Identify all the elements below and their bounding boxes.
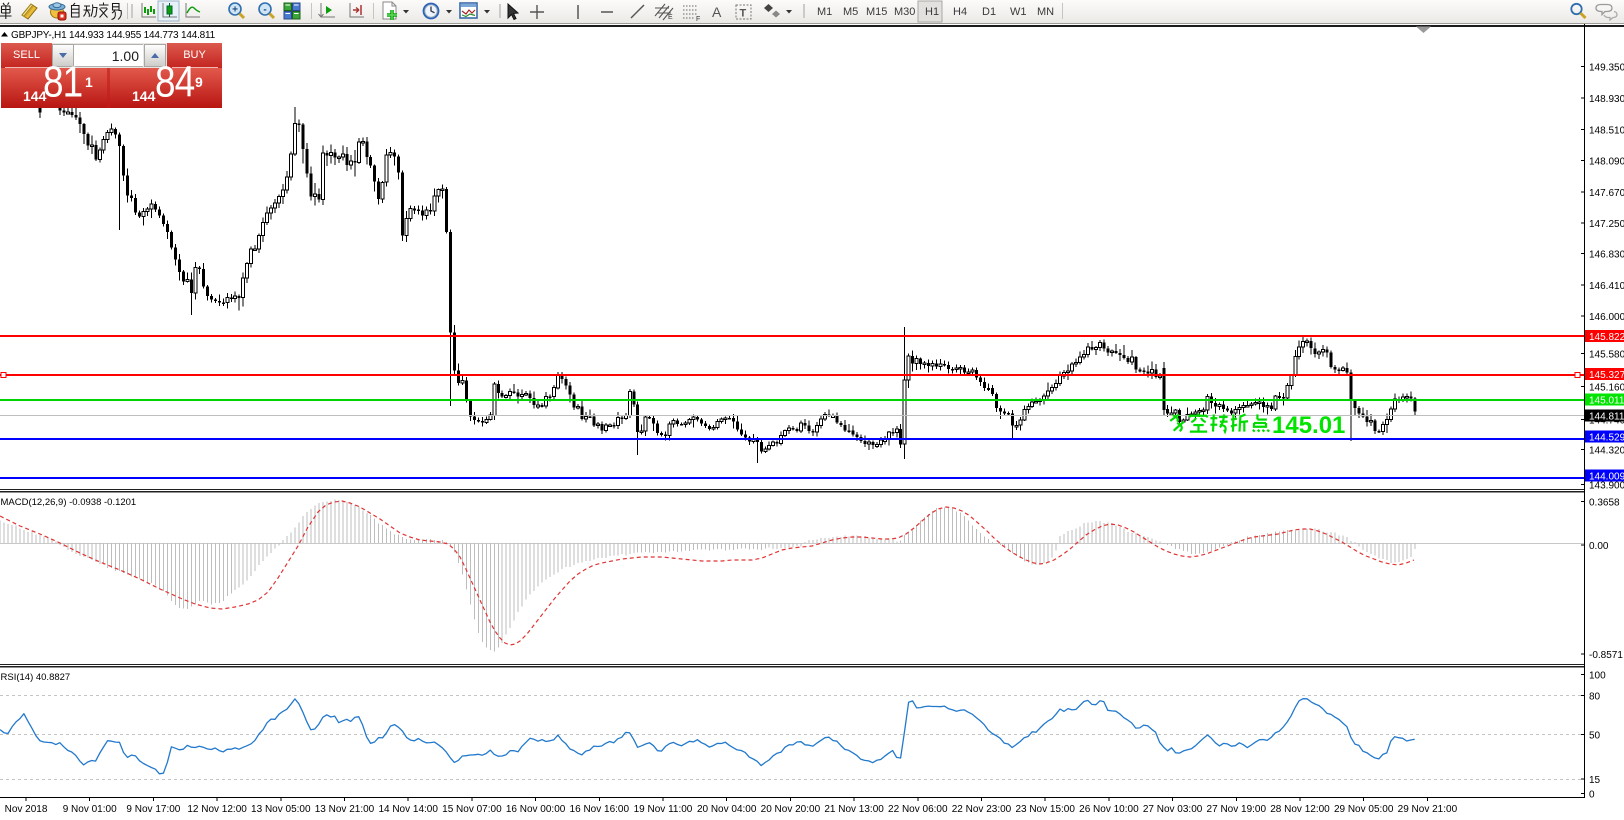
svg-text:-0.8571: -0.8571 xyxy=(1589,650,1623,661)
svg-text:0.00: 0.00 xyxy=(1589,541,1609,552)
svg-text:144.811: 144.811 xyxy=(1589,412,1624,423)
svg-text:100: 100 xyxy=(1589,671,1606,682)
svg-text:145.580: 145.580 xyxy=(1589,350,1624,361)
svg-text:146.830: 146.830 xyxy=(1589,250,1624,261)
svg-text:80: 80 xyxy=(1589,692,1601,703)
svg-text:H1: H1 xyxy=(925,6,939,18)
svg-text:14 Nov 14:00: 14 Nov 14:00 xyxy=(378,804,438,815)
svg-text:0: 0 xyxy=(1589,790,1595,801)
svg-text:50: 50 xyxy=(1589,731,1601,742)
svg-text:149.350: 149.350 xyxy=(1589,62,1624,73)
svg-text:MN: MN xyxy=(1037,6,1054,18)
svg-text:GBPJPY-,H1 144.933 144.955 14: GBPJPY-,H1 144.933 144.955 144.773 144.8… xyxy=(11,30,216,41)
svg-text:27 Nov 03:00: 27 Nov 03:00 xyxy=(1143,804,1203,815)
svg-text:28 Nov 12:00: 28 Nov 12:00 xyxy=(1270,804,1330,815)
svg-text:MACD(12,26,9) -0.0938 -0.1201: MACD(12,26,9) -0.0938 -0.1201 xyxy=(1,497,137,508)
svg-text:+: + xyxy=(232,5,238,16)
svg-text:M1: M1 xyxy=(817,6,832,18)
svg-text:145.011: 145.011 xyxy=(1589,396,1624,407)
svg-text:13 Nov 05:00: 13 Nov 05:00 xyxy=(251,804,311,815)
svg-text:22 Nov 06:00: 22 Nov 06:00 xyxy=(888,804,948,815)
svg-text:23 Nov 15:00: 23 Nov 15:00 xyxy=(1015,804,1075,815)
svg-text:15: 15 xyxy=(1589,775,1601,786)
svg-text:16 Nov 00:00: 16 Nov 00:00 xyxy=(506,804,566,815)
svg-text:T: T xyxy=(740,8,747,20)
svg-text:21 Nov 13:00: 21 Nov 13:00 xyxy=(824,804,884,815)
svg-text:15 Nov 07:00: 15 Nov 07:00 xyxy=(442,804,502,815)
svg-text:H4: H4 xyxy=(953,6,967,18)
svg-text:12 Nov 12:00: 12 Nov 12:00 xyxy=(187,804,247,815)
svg-text:145.160: 145.160 xyxy=(1589,383,1624,394)
svg-text:0.3658: 0.3658 xyxy=(1589,498,1620,509)
svg-text:16 Nov 16:00: 16 Nov 16:00 xyxy=(570,804,630,815)
svg-text:145.327: 145.327 xyxy=(1589,370,1624,381)
svg-text:9 Nov 17:00: 9 Nov 17:00 xyxy=(126,804,180,815)
svg-text:144.529: 144.529 xyxy=(1589,433,1624,444)
svg-text:143.900: 143.900 xyxy=(1589,481,1624,492)
svg-text:D1: D1 xyxy=(982,6,996,18)
svg-text:27 Nov 19:00: 27 Nov 19:00 xyxy=(1207,804,1267,815)
svg-text:144.009: 144.009 xyxy=(1589,472,1624,483)
svg-text:29 Nov 05:00: 29 Nov 05:00 xyxy=(1334,804,1394,815)
svg-text:145.01: 145.01 xyxy=(1272,412,1345,439)
svg-text:29 Nov 21:00: 29 Nov 21:00 xyxy=(1398,804,1458,815)
svg-text:148.510: 148.510 xyxy=(1589,125,1624,136)
svg-text:20 Nov 20:00: 20 Nov 20:00 xyxy=(761,804,821,815)
svg-text:147.250: 147.250 xyxy=(1589,219,1624,230)
svg-text:M15: M15 xyxy=(866,6,887,18)
svg-text:F: F xyxy=(696,16,700,23)
svg-text:RSI(14) 40.8827: RSI(14) 40.8827 xyxy=(1,672,71,683)
svg-text:145.822: 145.822 xyxy=(1589,332,1624,343)
svg-text:Nov 2018: Nov 2018 xyxy=(5,804,48,815)
svg-text:M30: M30 xyxy=(894,6,915,18)
svg-text:20 Nov 04:00: 20 Nov 04:00 xyxy=(697,804,757,815)
svg-text:147.670: 147.670 xyxy=(1589,188,1624,199)
svg-text:9 Nov 01:00: 9 Nov 01:00 xyxy=(63,804,117,815)
svg-text:148.930: 148.930 xyxy=(1589,94,1624,105)
svg-text:13 Nov 21:00: 13 Nov 21:00 xyxy=(315,804,375,815)
svg-text:19 Nov 11:00: 19 Nov 11:00 xyxy=(634,804,693,815)
svg-text:146.000: 146.000 xyxy=(1589,312,1624,323)
svg-text:22 Nov 23:00: 22 Nov 23:00 xyxy=(952,804,1012,815)
svg-text:W1: W1 xyxy=(1010,6,1027,18)
svg-text:148.090: 148.090 xyxy=(1589,157,1624,168)
svg-text:E: E xyxy=(668,14,673,21)
svg-text:A: A xyxy=(712,4,722,20)
svg-text:-: - xyxy=(263,5,266,16)
svg-text:144.320: 144.320 xyxy=(1589,446,1624,457)
svg-text:M5: M5 xyxy=(843,6,858,18)
svg-text:26 Nov 10:00: 26 Nov 10:00 xyxy=(1079,804,1139,815)
svg-text:146.410: 146.410 xyxy=(1589,281,1624,292)
